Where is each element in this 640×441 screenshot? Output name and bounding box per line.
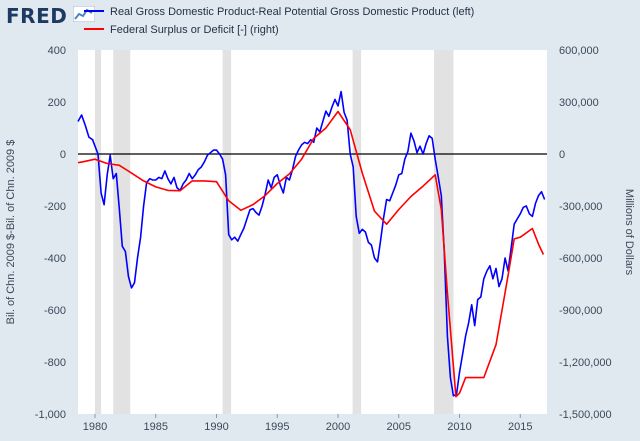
- legend-item-right-series[interactable]: Federal Surplus or Deficit [-] (right): [84, 24, 279, 36]
- left-tick-label: 0: [60, 149, 66, 161]
- x-tick-label: 2010: [447, 421, 471, 433]
- recession-band-3: [222, 50, 232, 414]
- left-tick-label: 200: [48, 97, 66, 109]
- fred-logo: FRED: [6, 4, 68, 28]
- left-tick-label: -400: [44, 253, 66, 265]
- x-tick-label: 1990: [204, 421, 228, 433]
- plot-background: [78, 50, 547, 414]
- legend-label-left-series: Real Gross Domestic Product-Real Potenti…: [110, 6, 475, 18]
- legend-swatch-red: [84, 28, 104, 31]
- recession-band-1: [95, 50, 102, 414]
- left-tick-label: -200: [44, 201, 66, 213]
- legend-label-right-series: Federal Surplus or Deficit [-] (right): [110, 24, 279, 36]
- right-tick-label: -600,000: [559, 253, 602, 265]
- x-axis-ticks: 1980 1985 1990 1995 2000 2005 2010 2015: [83, 414, 533, 433]
- legend-item-left-series[interactable]: Real Gross Domestic Product-Real Potenti…: [84, 6, 474, 18]
- recession-band-4: [352, 50, 362, 414]
- right-tick-label: 300,000: [559, 97, 599, 109]
- left-tick-label: -1,000: [35, 409, 66, 421]
- x-tick-label: 2000: [326, 421, 350, 433]
- x-tick-label: 1995: [265, 421, 289, 433]
- x-tick-label: 2015: [508, 421, 532, 433]
- left-tick-label: -600: [44, 305, 66, 317]
- series-line-federal-surplus: [77, 110, 545, 398]
- left-axis-label: Bil. of Chn. 2009 $-Bil. of Chn. 2009 $: [5, 140, 17, 325]
- right-tick-label: -900,000: [559, 305, 602, 317]
- right-tick-label: 0: [559, 149, 565, 161]
- left-axis-ticks: 400 200 0 -200 -400 -600 -800 -1,000: [35, 45, 66, 421]
- right-axis-ticks: 600,000 300,000 0 -300,000 -600,000 -900,000 -…: [559, 45, 612, 421]
- legend-swatch-blue: [84, 10, 104, 13]
- chart-header: FRED Real Gross Domestic Product-Real Po…: [0, 0, 640, 46]
- right-tick-label: -300,000: [559, 201, 602, 213]
- right-axis-label: Millions of Dollars: [623, 189, 635, 276]
- x-tick-label: 2005: [387, 421, 411, 433]
- right-tick-label: -1,500,000: [559, 409, 612, 421]
- series-lines: [77, 90, 546, 398]
- left-tick-label: 400: [48, 45, 66, 57]
- x-tick-label: 1985: [144, 421, 168, 433]
- right-tick-label: 600,000: [559, 45, 599, 57]
- left-tick-label: -800: [44, 357, 66, 369]
- x-tick-label: 1980: [83, 421, 107, 433]
- right-tick-label: -1,200,000: [559, 357, 612, 369]
